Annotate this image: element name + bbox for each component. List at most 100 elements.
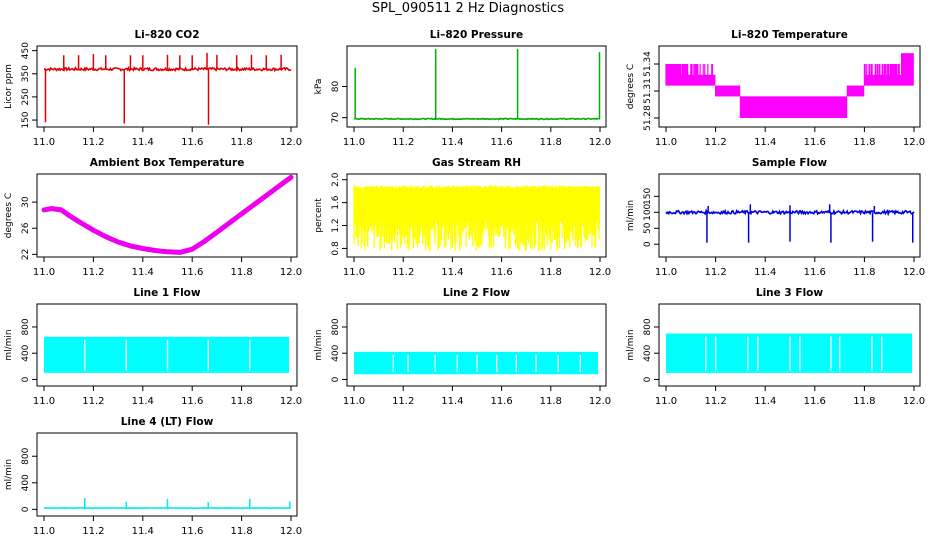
x-tick-label: 11.0 — [343, 396, 365, 407]
plot-frame — [346, 173, 607, 258]
flow-band — [354, 351, 598, 375]
data-point — [264, 193, 268, 198]
x-tick-label: 11.2 — [392, 137, 414, 148]
chart-title: Li–820 Temperature — [731, 29, 848, 41]
plot-frame — [36, 432, 298, 517]
data-point — [141, 246, 145, 251]
data-point — [116, 240, 120, 244]
x-tick-label: 11.0 — [33, 267, 55, 278]
x-tick-label: 11.8 — [230, 396, 252, 407]
x-tick-label: 11.2 — [82, 137, 104, 148]
y-tick-label: 0 — [643, 376, 653, 382]
y-axis-label: degrees C — [4, 193, 14, 238]
y-axis-label: Licor ppm — [4, 64, 14, 109]
x-tick-label: 12.0 — [903, 267, 925, 278]
series-line3 — [666, 333, 912, 373]
series-line — [353, 117, 601, 121]
series-co2 — [43, 52, 292, 125]
x-tick-label: 12.0 — [280, 396, 302, 407]
y-tick-label: 51.28 — [643, 105, 653, 131]
data-point — [59, 208, 63, 212]
x-tick-label: 11.6 — [490, 267, 512, 278]
x-tick-label: 11.6 — [181, 137, 203, 148]
y-axis-label: degrees C — [626, 64, 636, 109]
chart-line3: Line 3 Flow 11.0 11.2 11.4 11.6 11.8 12.0 0 400 8… — [626, 287, 925, 407]
y-tick-label: 250 — [21, 88, 31, 105]
x-tick-label: 11.4 — [441, 267, 463, 278]
x-tick-label: 11.6 — [181, 526, 203, 537]
chart-line2: Line 2 Flow 11.0 11.2 11.4 11.6 11.8 12.0 0 400 8… — [314, 287, 611, 407]
x-tick-label: 11.0 — [655, 137, 677, 148]
chart-title: Sample Flow — [752, 157, 827, 169]
x-tick-label: 11.0 — [343, 267, 365, 278]
plot-frame — [658, 45, 921, 128]
x-tick-label: 11.0 — [655, 396, 677, 407]
x-tick-label: 12.0 — [280, 267, 302, 278]
x-tick-label: 11.6 — [804, 396, 826, 407]
chart-sample: Sample Flow 11.0 11.2 11.4 11.6 11.8 12.0 0 50 10… — [626, 157, 925, 278]
data-point — [202, 239, 207, 243]
x-tick-label: 11.2 — [704, 396, 726, 407]
x-tick-label: 11.4 — [754, 396, 776, 407]
x-tick-label: 11.2 — [392, 267, 414, 278]
x-tick-label: 11.8 — [540, 137, 562, 148]
chart-line1: Line 1 Flow 11.0 11.2 11.4 11.6 11.8 12.0 0 400 8… — [4, 287, 302, 407]
series-temp — [665, 53, 914, 118]
y-tick-label: 400 — [21, 344, 31, 361]
data-point — [165, 250, 170, 254]
x-tick-label: 11.2 — [82, 526, 104, 537]
plot-frame — [36, 45, 298, 128]
x-tick-label: 11.8 — [230, 526, 252, 537]
y-tick-label: 2.0 — [331, 172, 341, 187]
y-tick-label: 800 — [331, 318, 341, 335]
x-tick-label: 12.0 — [903, 137, 925, 148]
data-point — [49, 207, 54, 211]
x-tick-label: 11.0 — [33, 526, 55, 537]
x-tick-label: 11.4 — [754, 137, 776, 148]
data-point — [215, 230, 219, 234]
x-tick-label: 11.4 — [441, 137, 463, 148]
plot-frame — [36, 303, 298, 387]
series-rh — [353, 185, 600, 252]
y-tick-label: 350 — [21, 65, 31, 82]
data-point — [42, 208, 46, 212]
y-axis-label: ml/min — [4, 329, 14, 360]
x-tick-label: 12.0 — [903, 396, 925, 407]
series-line4 — [43, 498, 291, 510]
series-pressure — [353, 49, 601, 121]
series-line — [41, 174, 294, 255]
data-point — [79, 221, 83, 225]
y-tick-label: 800 — [21, 447, 31, 464]
x-tick-label: 12.0 — [280, 526, 302, 537]
x-tick-label: 11.8 — [230, 137, 252, 148]
y-axis-label: ml/min — [314, 329, 324, 360]
data-point — [104, 235, 108, 239]
x-tick-label: 11.6 — [181, 267, 203, 278]
x-tick-label: 12.0 — [589, 137, 611, 148]
y-axis-label: ml/min — [626, 200, 636, 231]
data-point — [91, 228, 95, 232]
x-tick-label: 11.4 — [754, 267, 776, 278]
x-tick-label: 11.2 — [704, 137, 726, 148]
y-tick-label: 0 — [21, 376, 31, 382]
y-tick-label: 800 — [21, 318, 31, 335]
plot-frame — [36, 173, 298, 258]
y-axis-label: percent — [314, 198, 324, 233]
chart-temp: Li–820 Temperature 11.0 11.2 11.4 11.6 11.8 12… — [626, 29, 925, 148]
x-tick-label: 11.6 — [490, 137, 512, 148]
series-line2 — [354, 351, 598, 375]
chart-title: Line 1 Flow — [133, 287, 200, 299]
x-tick-label: 11.8 — [853, 137, 875, 148]
series-line1 — [44, 336, 289, 373]
y-tick-label: 0 — [331, 376, 341, 382]
x-tick-label: 11.2 — [82, 396, 104, 407]
x-tick-label: 11.8 — [853, 396, 875, 407]
data-point — [178, 250, 182, 255]
y-tick-label: 22 — [21, 249, 31, 260]
x-tick-label: 11.6 — [181, 396, 203, 407]
data-point — [277, 184, 281, 189]
x-tick-label: 11.4 — [132, 267, 154, 278]
y-tick-label: 400 — [21, 474, 31, 491]
series-line — [43, 506, 291, 510]
y-tick-label: 150 — [643, 187, 653, 204]
